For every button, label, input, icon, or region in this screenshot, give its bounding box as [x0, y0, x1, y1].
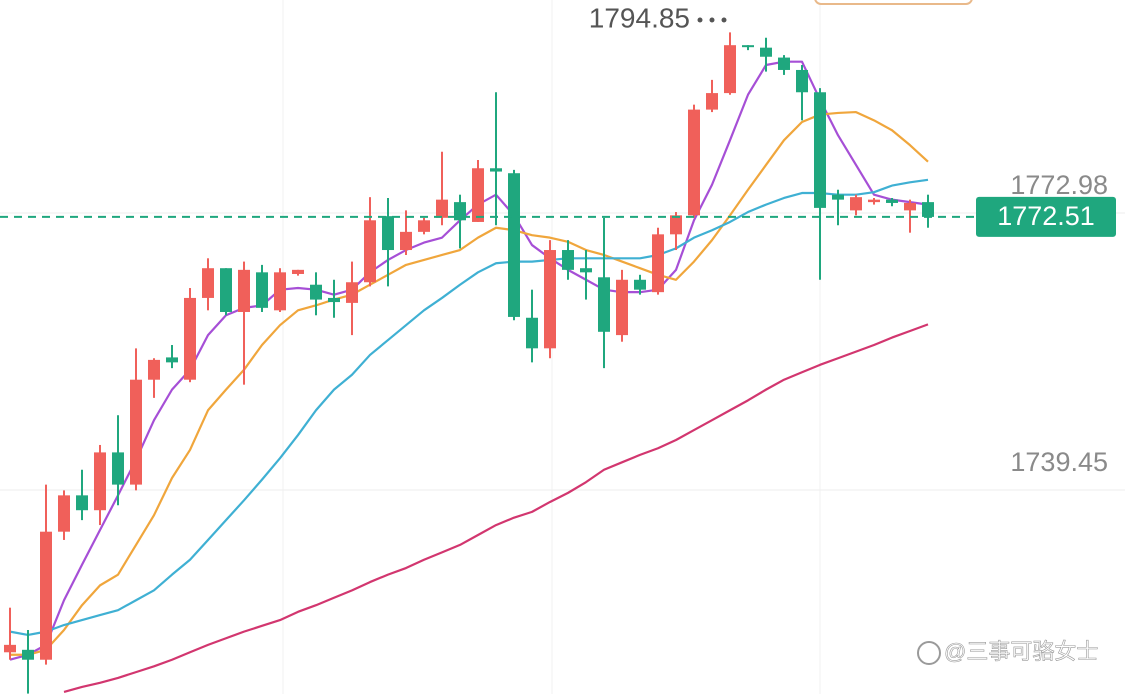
top-tab	[814, 0, 973, 5]
candle-body	[184, 297, 196, 380]
last-price-label: 1772.51	[997, 201, 1095, 231]
candle-body	[580, 268, 592, 273]
candle-body	[454, 202, 466, 221]
candle-body	[418, 220, 430, 232]
candle-body	[652, 234, 664, 293]
grid: 1739.45 1772.98	[0, 170, 1125, 491]
candle-body	[310, 284, 322, 300]
annotation-dot	[721, 17, 727, 23]
candle-body	[562, 250, 574, 270]
candles	[4, 32, 934, 694]
moving-averages	[9, 60, 929, 693]
overlay: 1772.51 1794.85	[0, 2, 1116, 237]
candle-body	[886, 199, 898, 203]
watermark: @三事可骆女士	[944, 639, 1098, 664]
candle-body	[796, 69, 808, 93]
high-annotation: 1794.85	[589, 2, 690, 33]
candle-body	[904, 202, 916, 211]
candle-body	[616, 279, 628, 336]
candle-body	[4, 644, 16, 653]
candle-body	[544, 250, 556, 349]
candle-body	[670, 215, 682, 235]
ma-line	[63, 323, 929, 693]
annotation-dot	[709, 17, 715, 23]
candle-body	[634, 279, 646, 290]
candle-body	[436, 199, 448, 218]
candle-body	[130, 379, 142, 485]
watermark-group: @三事可骆女士	[917, 639, 1099, 665]
y-tick-label: 1739.45	[1010, 447, 1108, 477]
candle-body	[490, 168, 502, 172]
candle-body	[256, 272, 268, 308]
candle-body	[76, 495, 88, 511]
annotation-dot	[697, 17, 703, 23]
candle-body	[742, 45, 754, 48]
candle-body	[112, 452, 124, 485]
candle-body	[274, 272, 286, 311]
candle-body	[688, 109, 700, 216]
ma-line	[9, 60, 929, 661]
candle-body	[382, 216, 394, 251]
candle-body	[832, 194, 844, 200]
candle-body	[202, 268, 214, 298]
candle-body	[598, 277, 610, 332]
last-price-badge	[976, 196, 1116, 237]
candle-body	[868, 199, 880, 203]
candle-body	[472, 168, 484, 222]
candle-body	[706, 93, 718, 110]
candle-body	[526, 317, 538, 349]
candle-body	[814, 92, 826, 208]
candle-body	[508, 173, 520, 317]
candle-body	[364, 220, 376, 283]
candle-body	[58, 495, 70, 532]
ma-line	[9, 178, 929, 637]
candle-body	[778, 57, 790, 70]
candle-body	[22, 649, 34, 660]
candle-body	[328, 297, 340, 303]
candle-body	[166, 357, 178, 363]
candle-body	[346, 282, 358, 303]
candle-body	[40, 531, 52, 660]
candle-body	[724, 45, 736, 94]
y-tick-label: 1772.98	[1010, 170, 1108, 200]
ma-line	[10, 110, 929, 656]
candle-body	[400, 231, 412, 251]
candle-body	[148, 359, 160, 380]
candle-body	[220, 268, 232, 312]
candle-body	[760, 47, 772, 57]
candle-body	[238, 269, 250, 312]
candle-body	[850, 197, 862, 211]
watermark-icon	[917, 641, 941, 665]
candle-body	[94, 452, 106, 511]
candle-body	[292, 269, 304, 274]
candle-body	[922, 202, 934, 217]
